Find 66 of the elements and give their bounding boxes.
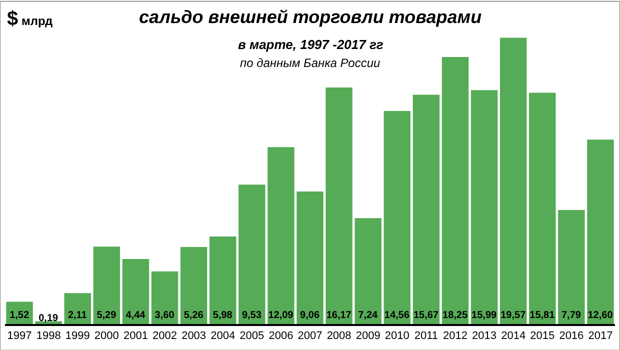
x-tick-label: 1997 xyxy=(7,330,32,342)
data-label: 15,99 xyxy=(472,310,498,321)
data-label: 2,11 xyxy=(68,310,88,321)
bar xyxy=(384,111,410,324)
x-tick-label: 2009 xyxy=(356,330,380,342)
x-tick-label: 2017 xyxy=(588,330,613,342)
data-label: 15,81 xyxy=(530,310,556,321)
bar xyxy=(35,321,62,324)
bar xyxy=(442,57,469,324)
bar xyxy=(587,140,614,324)
data-label: 5,26 xyxy=(184,310,204,321)
x-tick-label: 2005 xyxy=(240,330,264,342)
annotation: по данным Банка России xyxy=(240,56,380,70)
x-tick-label: 2000 xyxy=(94,330,119,342)
bar xyxy=(412,94,440,324)
data-label: 14,56 xyxy=(384,310,410,321)
bar xyxy=(500,38,527,324)
chart-title: сальдо внешней торговли товарами xyxy=(139,7,482,27)
data-label: 7,24 xyxy=(358,310,378,321)
x-tick-label: 2010 xyxy=(384,330,410,342)
bar xyxy=(268,147,294,324)
data-label: 9,53 xyxy=(242,310,262,321)
x-tick-label: 2013 xyxy=(472,330,497,342)
chart-subtitle: в марте, 1997 -2017 гг xyxy=(238,37,384,52)
y-axis-title: $ млрд xyxy=(7,8,53,30)
data-label: 9,06 xyxy=(300,310,320,321)
data-label: 0,19 xyxy=(38,313,59,324)
x-tick-label: 1998 xyxy=(36,330,61,342)
bar xyxy=(93,246,120,324)
data-label: 5,98 xyxy=(212,310,233,321)
bar xyxy=(180,247,208,324)
x-tick-label: 2012 xyxy=(443,330,468,342)
x-tick-label: 1999 xyxy=(65,330,90,342)
bar xyxy=(122,259,150,324)
x-tick-label: 2002 xyxy=(152,330,177,342)
x-tick-label: 2006 xyxy=(268,330,294,342)
data-label: 12,60 xyxy=(588,310,614,321)
x-tick-label: 2004 xyxy=(210,330,236,342)
x-tick-label: 2016 xyxy=(559,330,584,342)
data-label: 12,09 xyxy=(268,310,294,321)
data-label: 18,25 xyxy=(442,310,468,321)
bar xyxy=(354,218,382,324)
x-tick-label: 2008 xyxy=(326,330,352,342)
x-tick-label: 2014 xyxy=(501,330,526,342)
x-tick-label: 2015 xyxy=(530,330,555,342)
x-tick-label: 2003 xyxy=(182,330,206,342)
bar xyxy=(470,90,498,324)
data-label: 16,17 xyxy=(326,310,352,321)
bar xyxy=(238,184,266,324)
bar xyxy=(210,236,236,324)
bar xyxy=(529,92,556,324)
data-label: 1,52 xyxy=(10,310,30,321)
bar xyxy=(296,191,324,324)
data-label: 19,57 xyxy=(500,310,526,321)
bar xyxy=(326,87,352,324)
bar xyxy=(558,210,585,324)
data-label: 15,67 xyxy=(413,310,439,321)
x-tick-label: 2001 xyxy=(123,330,148,342)
data-label: 7,79 xyxy=(561,310,582,321)
data-label: 4,44 xyxy=(126,310,146,321)
bar xyxy=(151,271,178,324)
bar xyxy=(64,293,91,324)
data-label: 5,29 xyxy=(96,310,117,321)
x-tick-label: 2007 xyxy=(298,330,322,342)
data-label: 3,60 xyxy=(154,310,175,321)
x-tick-label: 2011 xyxy=(414,330,438,342)
